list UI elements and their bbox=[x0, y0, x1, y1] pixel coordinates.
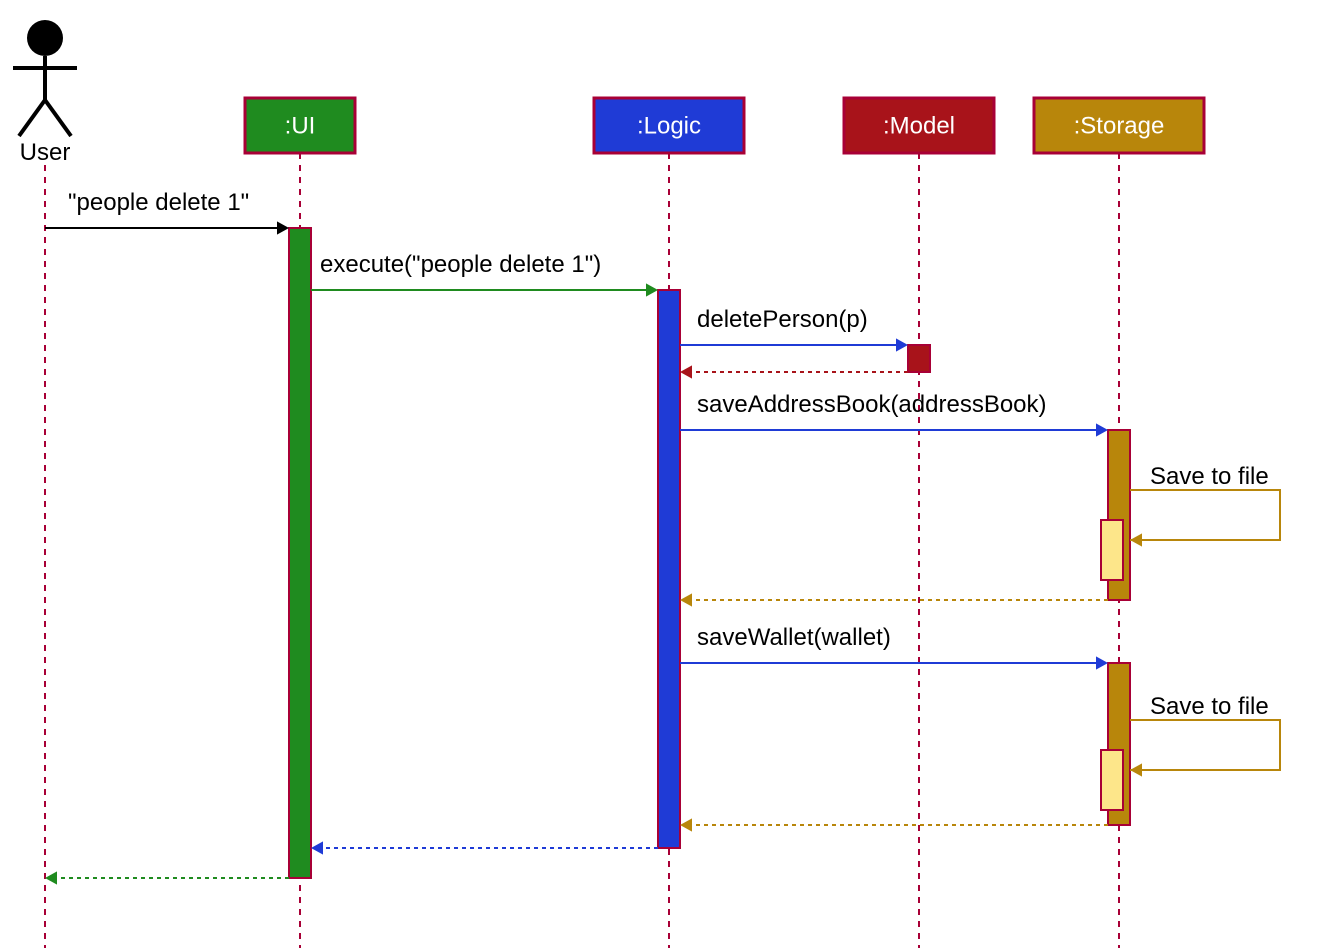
message-label-m3: deletePerson(p) bbox=[697, 306, 868, 333]
message-label-m5: saveAddressBook(addressBook) bbox=[697, 391, 1047, 418]
participant-label-logic: :Logic bbox=[637, 113, 701, 140]
sequence-diagram: User :UI :Logic :Model :Storage "people delet… bbox=[0, 0, 1344, 948]
message-label-m8: saveWallet(wallet) bbox=[697, 624, 891, 651]
activation-model bbox=[908, 345, 930, 372]
participant-label-ui: :UI bbox=[285, 113, 316, 140]
message-label-m9: Save to file bbox=[1150, 693, 1269, 720]
message-label-m1: "people delete 1" bbox=[68, 189, 249, 216]
activation-ui bbox=[289, 228, 311, 878]
participant-label-model: :Model bbox=[883, 113, 955, 140]
activation-logic bbox=[658, 290, 680, 848]
message-m5: saveAddressBook(addressBook) bbox=[680, 391, 1108, 437]
message-label-m6: Save to file bbox=[1150, 463, 1269, 490]
participant-label-storage: :Storage bbox=[1074, 113, 1165, 140]
actor-label: User bbox=[20, 139, 71, 166]
message-label-m2: execute("people delete 1") bbox=[320, 251, 601, 278]
activation-storage-inner1 bbox=[1101, 520, 1123, 580]
activation-storage-inner2 bbox=[1101, 750, 1123, 810]
